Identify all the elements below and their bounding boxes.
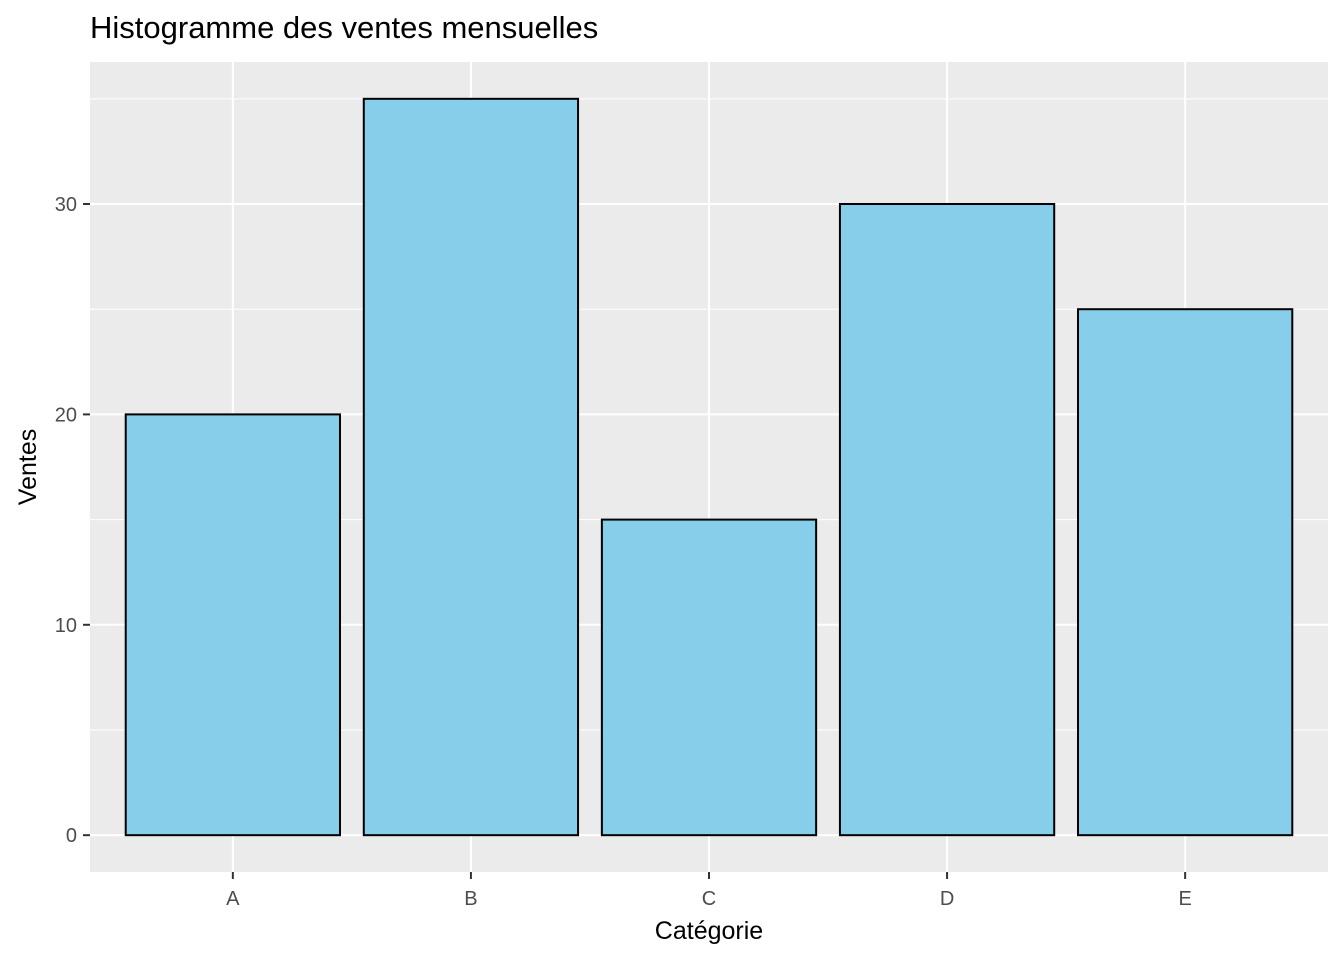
x-axis: A B C D E xyxy=(226,872,1192,910)
x-tick-label-A: A xyxy=(226,888,240,910)
bar-B xyxy=(362,97,580,837)
x-tick-label-D: D xyxy=(940,888,954,910)
chart-title: Histogramme des ventes mensuelles xyxy=(90,10,599,45)
x-tick-label-C: C xyxy=(702,888,716,910)
bar-D xyxy=(838,203,1056,837)
x-axis-title: Catégorie xyxy=(655,917,763,945)
y-tick-label: 0 xyxy=(66,825,77,847)
bar-A xyxy=(124,413,341,837)
y-tick-label: 20 xyxy=(55,404,77,426)
x-tick-label-E: E xyxy=(1178,888,1191,910)
bar-E xyxy=(1077,308,1294,837)
bars xyxy=(124,97,1294,837)
y-axis: 0 10 20 30 xyxy=(55,194,90,847)
y-tick-label: 30 xyxy=(55,194,77,216)
bar-C xyxy=(600,518,818,837)
x-tick-label-B: B xyxy=(464,888,477,910)
y-tick-label: 10 xyxy=(55,615,77,637)
y-axis-title: Ventes xyxy=(14,429,42,505)
